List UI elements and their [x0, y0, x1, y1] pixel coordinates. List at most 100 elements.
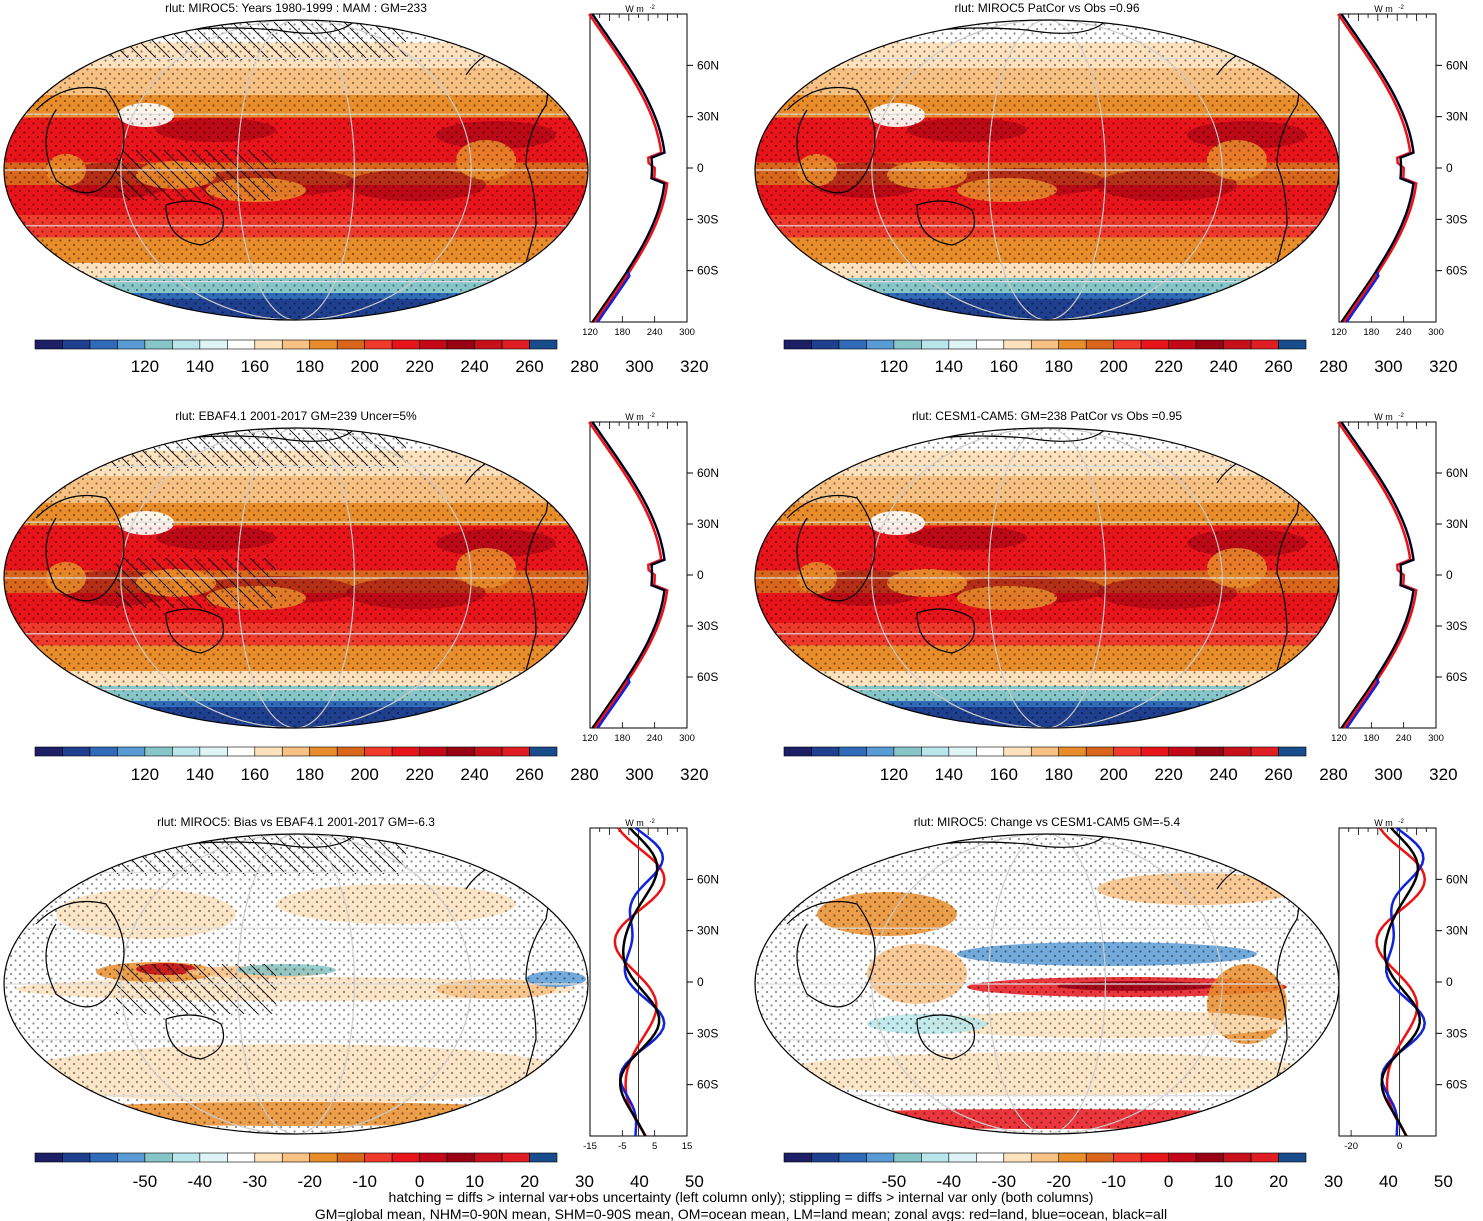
- colorbar-swatch: [1195, 746, 1224, 757]
- units-label: W m: [1374, 412, 1393, 422]
- colorbar-swatch: [1058, 746, 1087, 757]
- colorbar-swatch: [199, 1152, 228, 1163]
- colorbar-tick-label: 200: [1099, 765, 1127, 784]
- colorbar-tick-label: 300: [1374, 357, 1402, 376]
- colorbar-swatch: [281, 1152, 311, 1163]
- colorbar-swatch: [811, 746, 840, 757]
- colorbar: 120 140 160 180 200 220 240 260 280 300 320: [783, 746, 1458, 784]
- colorbar-tick-label: 180: [1045, 765, 1073, 784]
- colorbar-swatch: [783, 746, 812, 757]
- latitude-tick-label: 30S: [1446, 619, 1467, 633]
- latitude-tick-label: 60S: [697, 1078, 718, 1092]
- units-exponent: -2: [650, 413, 656, 419]
- latitude-tick-label: 0: [1446, 975, 1453, 989]
- colorbar-tick-label: 260: [1264, 357, 1292, 376]
- units-label: W m: [1374, 818, 1393, 828]
- colorbar: 120 140 160 180 200 220 240 260 280 300 320: [34, 746, 709, 784]
- colorbar-swatch: [866, 746, 895, 757]
- colorbar-swatch: [1223, 1152, 1252, 1163]
- latitude-tick-label: 0: [1446, 161, 1453, 175]
- colorbar-swatch: [172, 1152, 201, 1163]
- zonal-land-line: [1337, 421, 1418, 729]
- colorbar-tick-label: 160: [241, 765, 269, 784]
- colorbar-swatch: [783, 339, 812, 350]
- map-field: [4, 428, 588, 728]
- colorbar-swatch: [893, 1152, 922, 1163]
- units-exponent: -2: [650, 5, 656, 11]
- colorbar-tick-label: 240: [460, 765, 488, 784]
- colorbar-swatch: [419, 339, 448, 350]
- colorbar-tick-label: 140: [935, 765, 963, 784]
- colorbar-swatch: [1168, 746, 1197, 757]
- colorbar: 120 140 160 180 200 220 240 260 280 300 320: [34, 339, 709, 376]
- colorbar-swatch: [529, 339, 558, 350]
- latitude-tick-label: 30N: [697, 110, 719, 124]
- map-field: [4, 834, 588, 1134]
- units-label: W m: [625, 412, 644, 422]
- panel-title: rlut: MIROC5: Bias vs EBAF4.1 2001-2017 …: [157, 815, 435, 829]
- colorbar-swatch: [1003, 1152, 1032, 1163]
- colorbar-swatch: [1030, 339, 1060, 350]
- colorbar-tick-label: 140: [935, 357, 963, 376]
- colorbar-swatch: [866, 1152, 895, 1163]
- colorbar-swatch: [281, 339, 311, 350]
- colorbar-swatch: [501, 1152, 530, 1163]
- colorbar-tick-label: 260: [515, 357, 543, 376]
- zonal-all-line: [591, 13, 666, 323]
- zonal-tick-label: -15: [583, 1141, 597, 1152]
- colorbar-swatch: [1278, 1152, 1307, 1163]
- colorbar-swatch: [254, 746, 283, 757]
- colorbar-tick-label: -40: [937, 1172, 962, 1191]
- colorbar-swatch: [948, 339, 977, 350]
- units-label: W m: [625, 818, 644, 828]
- zonal-tick-label: 300: [679, 733, 695, 744]
- latitude-tick-label: 60N: [1446, 872, 1468, 886]
- colorbar-tick-label: -50: [133, 1172, 158, 1191]
- colorbar-swatch: [199, 746, 228, 757]
- colorbar-swatch: [34, 746, 63, 757]
- colorbar-swatch: [391, 746, 420, 757]
- colorbar-swatch: [838, 1152, 867, 1163]
- colorbar-swatch: [1223, 746, 1252, 757]
- colorbar-swatch: [199, 339, 228, 350]
- zonal-tick-label: -20: [1344, 1141, 1358, 1152]
- zonal-tick-label: 15: [682, 1141, 693, 1152]
- zonal-tick-label: 0: [1397, 1141, 1402, 1152]
- colorbar-tick-label: -50: [882, 1172, 907, 1191]
- colorbar-swatch: [1140, 1152, 1169, 1163]
- colorbar-tick-label: 260: [1264, 765, 1292, 784]
- panel-title: rlut: CESM1-CAM5: GM=238 PatCor vs Obs =…: [912, 409, 1182, 423]
- colorbar-swatch: [921, 339, 950, 350]
- panel-title: rlut: EBAF4.1 2001-2017 GM=239 Uncer=5%: [175, 409, 417, 423]
- map-field: [755, 428, 1339, 728]
- colorbar-swatch: [172, 339, 201, 350]
- zonal-tick-label: 5: [652, 1141, 657, 1152]
- colorbar-swatch: [254, 1152, 283, 1163]
- colorbar-tick-label: 300: [1374, 765, 1402, 784]
- colorbar-swatch: [811, 339, 840, 350]
- colorbar-swatch: [336, 339, 365, 350]
- zonal-tick-label: 300: [1428, 327, 1444, 338]
- colorbar-tick-label: 140: [186, 357, 214, 376]
- colorbar-swatch: [336, 746, 365, 757]
- colorbar-swatch: [419, 1152, 448, 1163]
- zonal-mean-plot: W m -2 60N 30N 0 30S 60S 120 180 240 300: [582, 412, 719, 744]
- latitude-tick-label: 30N: [697, 924, 719, 938]
- latitude-tick-label: 60N: [697, 872, 719, 886]
- zonal-ocean-line: [619, 826, 666, 1137]
- colorbar-swatch: [89, 746, 118, 757]
- colorbar-swatch: [1113, 746, 1142, 757]
- colorbar-swatch: [62, 339, 91, 350]
- colorbar-swatch: [866, 339, 895, 350]
- colorbar-swatch: [364, 746, 393, 757]
- map-field: [4, 20, 588, 320]
- colorbar-swatch: [309, 339, 338, 350]
- panel-title: rlut: MIROC5 PatCor vs Obs =0.96: [954, 1, 1139, 15]
- panel-p6: rlut: MIROC5: Change vs CESM1-CAM5 GM=-5…: [754, 815, 1468, 1191]
- units-exponent: -2: [1399, 413, 1405, 419]
- colorbar-swatch: [446, 746, 475, 757]
- zonal-tick-label: 180: [614, 327, 630, 338]
- zonal-tick-label: 240: [1396, 327, 1412, 338]
- colorbar-swatch: [172, 746, 201, 757]
- zonal-tick-label: 180: [1363, 733, 1379, 744]
